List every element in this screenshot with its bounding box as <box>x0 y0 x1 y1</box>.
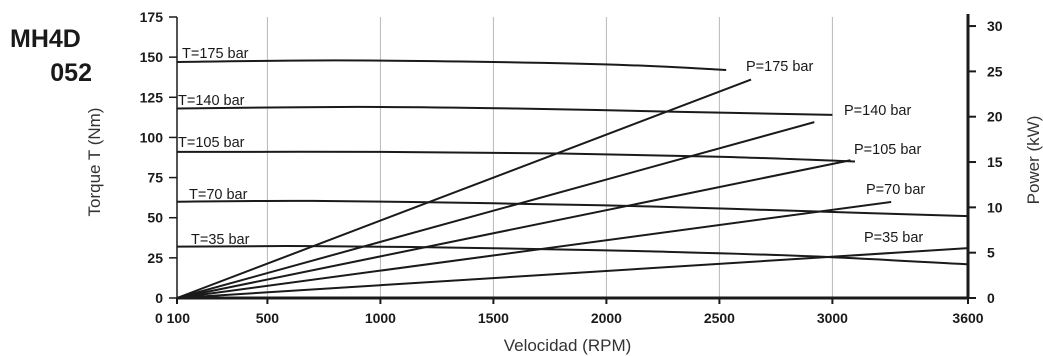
y-tick-label: 25 <box>147 250 163 266</box>
torque-curve-label: T=35 bar <box>191 232 250 248</box>
torque-curve-label: T=105 bar <box>178 135 245 151</box>
power-curve-label: P=105 bar <box>854 142 921 158</box>
y2-tick-label: 30 <box>987 18 1003 34</box>
power-curve <box>176 159 851 299</box>
torque-curve <box>176 105 833 116</box>
y-tick-label: 50 <box>147 210 163 226</box>
title-model: MH4D <box>10 25 81 53</box>
y-axis-title: Torque T (Nm) <box>85 108 104 217</box>
y2-tick-label: 5 <box>987 245 995 261</box>
y-tick-label: 125 <box>140 89 164 105</box>
power-curve-label: P=70 bar <box>866 182 925 198</box>
power-curve <box>176 121 815 299</box>
power-curve-label: P=175 bar <box>746 59 813 75</box>
torque-curve-label: T=175 bar <box>182 46 249 62</box>
y2-axis-title: Power (kW) <box>1024 116 1043 205</box>
power-curve-label: P=140 bar <box>844 103 911 119</box>
x-tick-label: 2500 <box>704 310 735 326</box>
chart-title: MH4D 052 <box>10 22 110 90</box>
torque-curve <box>176 59 727 71</box>
x-axis-title: Velocidad (RPM) <box>504 336 632 355</box>
torque-curve <box>176 199 969 218</box>
y2-tick-label: 0 <box>987 290 995 306</box>
y2-tick-label: 10 <box>987 199 1003 215</box>
y-tick-label: 75 <box>147 170 163 186</box>
y-tick-label: 100 <box>140 129 164 145</box>
torque-curve-label: T=140 bar <box>178 93 245 109</box>
torque-curve <box>176 150 856 163</box>
x-tick-label: 500 <box>256 310 280 326</box>
x-tick-label: 1500 <box>478 310 509 326</box>
x-tick-label: 3600 <box>952 310 983 326</box>
title-size: 052 <box>50 59 92 87</box>
y-tick-label: 150 <box>140 49 164 65</box>
x-tick-label: 3000 <box>817 310 848 326</box>
x-tick-label: 2000 <box>591 310 622 326</box>
y-tick-label: 0 <box>155 290 163 306</box>
y2-tick-label: 15 <box>987 154 1003 170</box>
torque-curve-label: T=70 bar <box>189 187 248 203</box>
power-curve-label: P=35 bar <box>864 230 923 246</box>
power-curve <box>176 247 969 299</box>
power-curve <box>176 78 752 299</box>
power-curve <box>176 200 892 299</box>
x-tick-label: 0 100 <box>155 310 190 326</box>
y2-tick-label: 25 <box>987 63 1003 79</box>
y2-tick-label: 20 <box>987 109 1003 125</box>
x-tick-label: 1000 <box>365 310 396 326</box>
y-tick-label: 175 <box>140 9 164 25</box>
